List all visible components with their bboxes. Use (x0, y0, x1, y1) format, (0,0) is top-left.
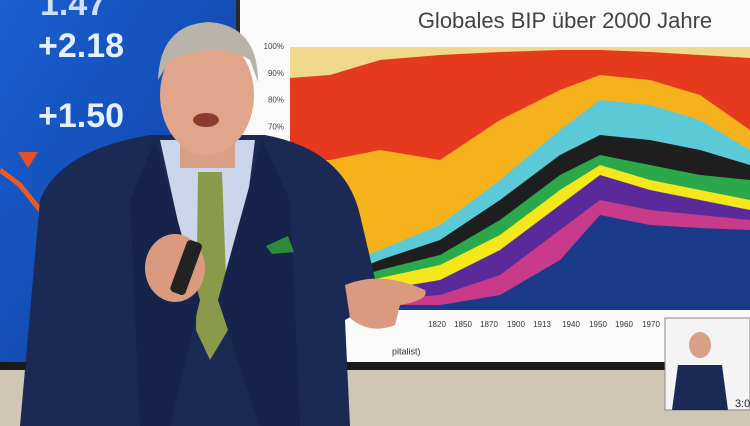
ticker-value: +2.18 (38, 27, 124, 65)
x-axis-label: 1850 (454, 320, 472, 329)
y-axis-label: 70% (268, 123, 284, 132)
ticker-arrow (18, 152, 38, 168)
thumbnail-time: 3:0 (735, 398, 750, 410)
y-axis-label: 100% (264, 42, 284, 51)
x-axis-label: 1913 (533, 320, 551, 329)
x-axis-label: 1900 (507, 320, 525, 329)
stacked-area (290, 47, 750, 310)
x-axis-label: 1940 (562, 320, 580, 329)
y-axis-label: 80% (268, 96, 284, 105)
ticker-value: 1.47 (40, 0, 106, 23)
hair (158, 22, 258, 82)
ticker-value: +1.50 (38, 97, 124, 135)
presenter (20, 22, 426, 426)
x-axis-label: 1960 (615, 320, 633, 329)
thumbnail-face (689, 332, 711, 358)
x-axis-label: 1820 (428, 320, 446, 329)
mouth (193, 113, 219, 127)
screen-frame (0, 362, 750, 370)
x-axis-label: 1970 (642, 320, 660, 329)
x-axis-label: 1950 (589, 320, 607, 329)
y-axis-label: 90% (268, 69, 284, 78)
chart-title: Globales BIP über 2000 Jahre (418, 8, 712, 33)
source-note: pitalist) (392, 346, 421, 356)
face (160, 35, 254, 155)
tie (196, 172, 228, 360)
lapel (218, 140, 300, 426)
pocket-square (266, 236, 294, 254)
thumbnail-suit (672, 365, 728, 410)
area-band (290, 215, 750, 310)
hand (345, 278, 426, 329)
x-axis-label: 1870 (480, 320, 498, 329)
clicker (170, 240, 202, 295)
